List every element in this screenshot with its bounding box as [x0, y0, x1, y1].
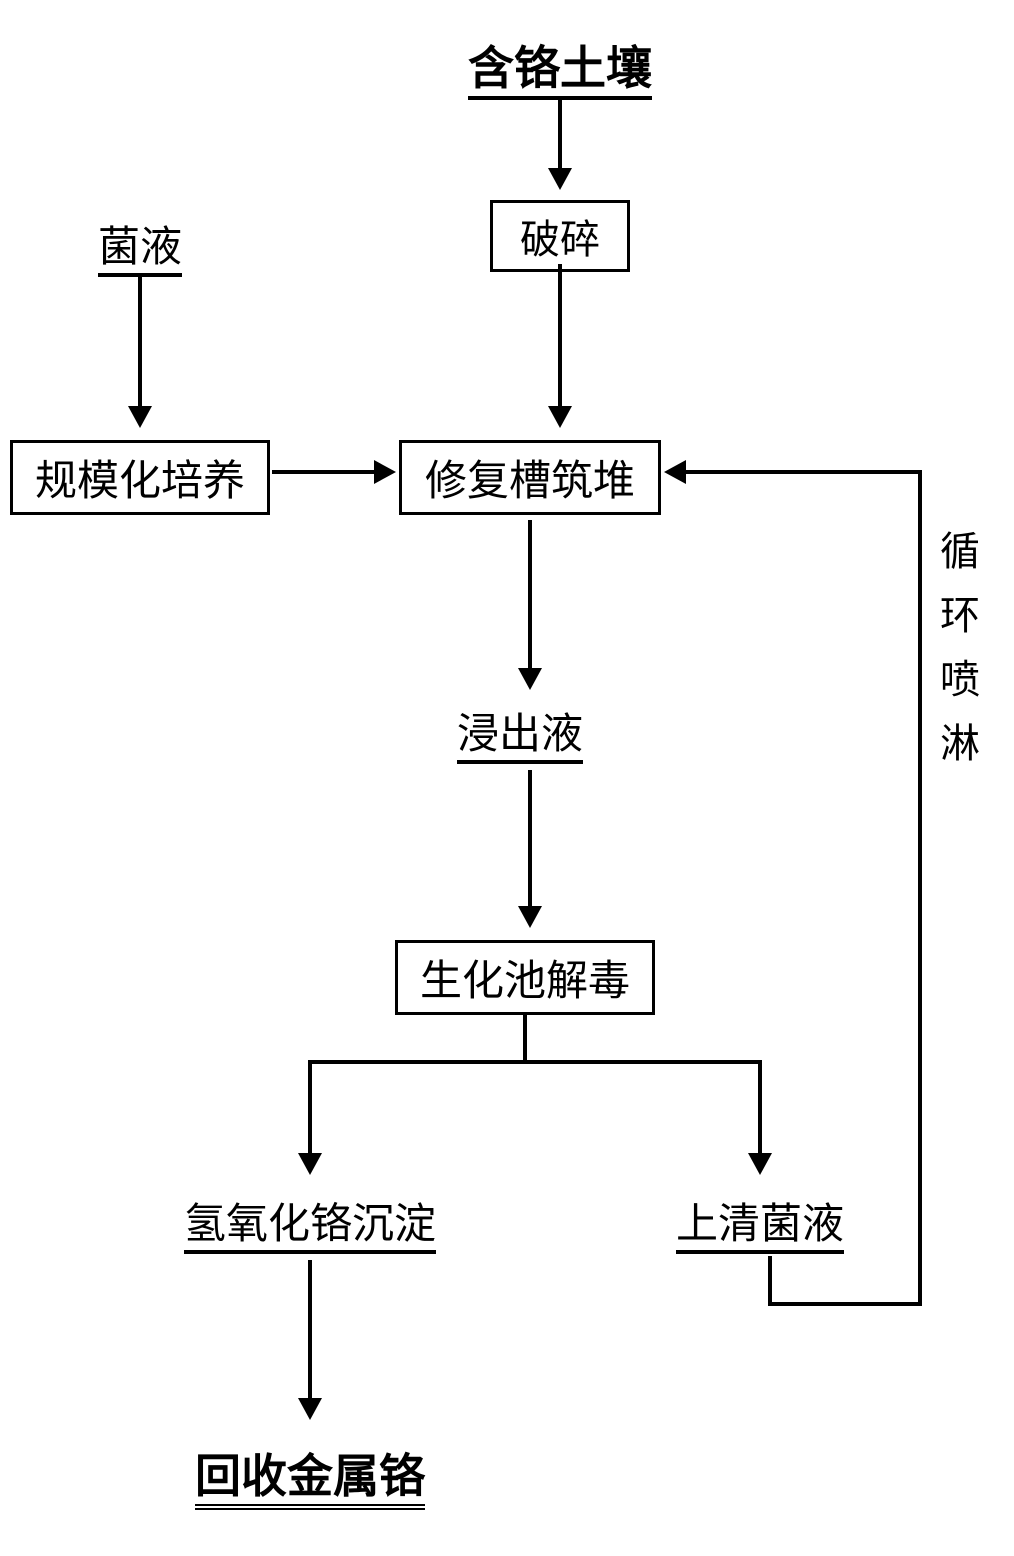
arrow-bacteria-to-cult — [128, 275, 152, 428]
node-supernatant-text: 上清菌液 — [676, 1202, 844, 1254]
node-biopool-detox: 生化池解毒 — [395, 940, 655, 1015]
recycle-into-heap — [664, 460, 922, 484]
node-heap-text: 修复槽筑堆 — [425, 459, 635, 505]
recycle-up — [918, 472, 922, 1306]
node-crush: 破碎 — [490, 200, 630, 272]
node-bacteria-text: 菌液 — [98, 225, 182, 277]
biopool-split-right — [748, 1060, 772, 1175]
arrow-precip-to-recover — [298, 1260, 322, 1420]
node-croh3-precipitate: 氢氧化铬沉淀 — [170, 1190, 450, 1251]
node-leachate-text: 浸出液 — [457, 712, 583, 764]
arrow-leachate-to-biopool — [518, 770, 542, 928]
node-precipitate-text: 氢氧化铬沉淀 — [184, 1202, 436, 1254]
node-bacteria-liquid: 菌液 — [85, 213, 195, 274]
node-soil-text: 含铬土壤 — [468, 43, 652, 100]
node-supernatant: 上清菌液 — [660, 1190, 860, 1251]
node-leachate: 浸出液 — [445, 700, 595, 761]
node-recover-chromium: 回收金属铬 — [185, 1440, 435, 1506]
arrow-heap-to-leachate — [518, 520, 542, 690]
node-scale-cultivation: 规模化培养 — [10, 440, 270, 515]
recycle-spray-label: 循环喷淋 — [940, 520, 980, 776]
node-crush-text: 破碎 — [520, 217, 600, 262]
recycle-down — [768, 1256, 772, 1306]
recycle-across — [768, 1302, 922, 1306]
arrow-soil-to-crush — [548, 96, 572, 190]
node-soil: 含铬土壤 — [450, 32, 670, 98]
node-remediation-heap: 修复槽筑堆 — [399, 440, 661, 515]
biopool-split-stem — [523, 1012, 527, 1064]
biopool-split-left — [298, 1060, 322, 1175]
node-biopool-text: 生化池解毒 — [420, 959, 630, 1005]
biopool-split-cross — [308, 1060, 762, 1064]
arrow-crush-to-heap — [548, 264, 572, 428]
node-recover-text: 回收金属铬 — [195, 1451, 425, 1510]
node-cultivate-text: 规模化培养 — [35, 459, 245, 505]
arrow-cultivate-to-heap — [272, 460, 396, 484]
